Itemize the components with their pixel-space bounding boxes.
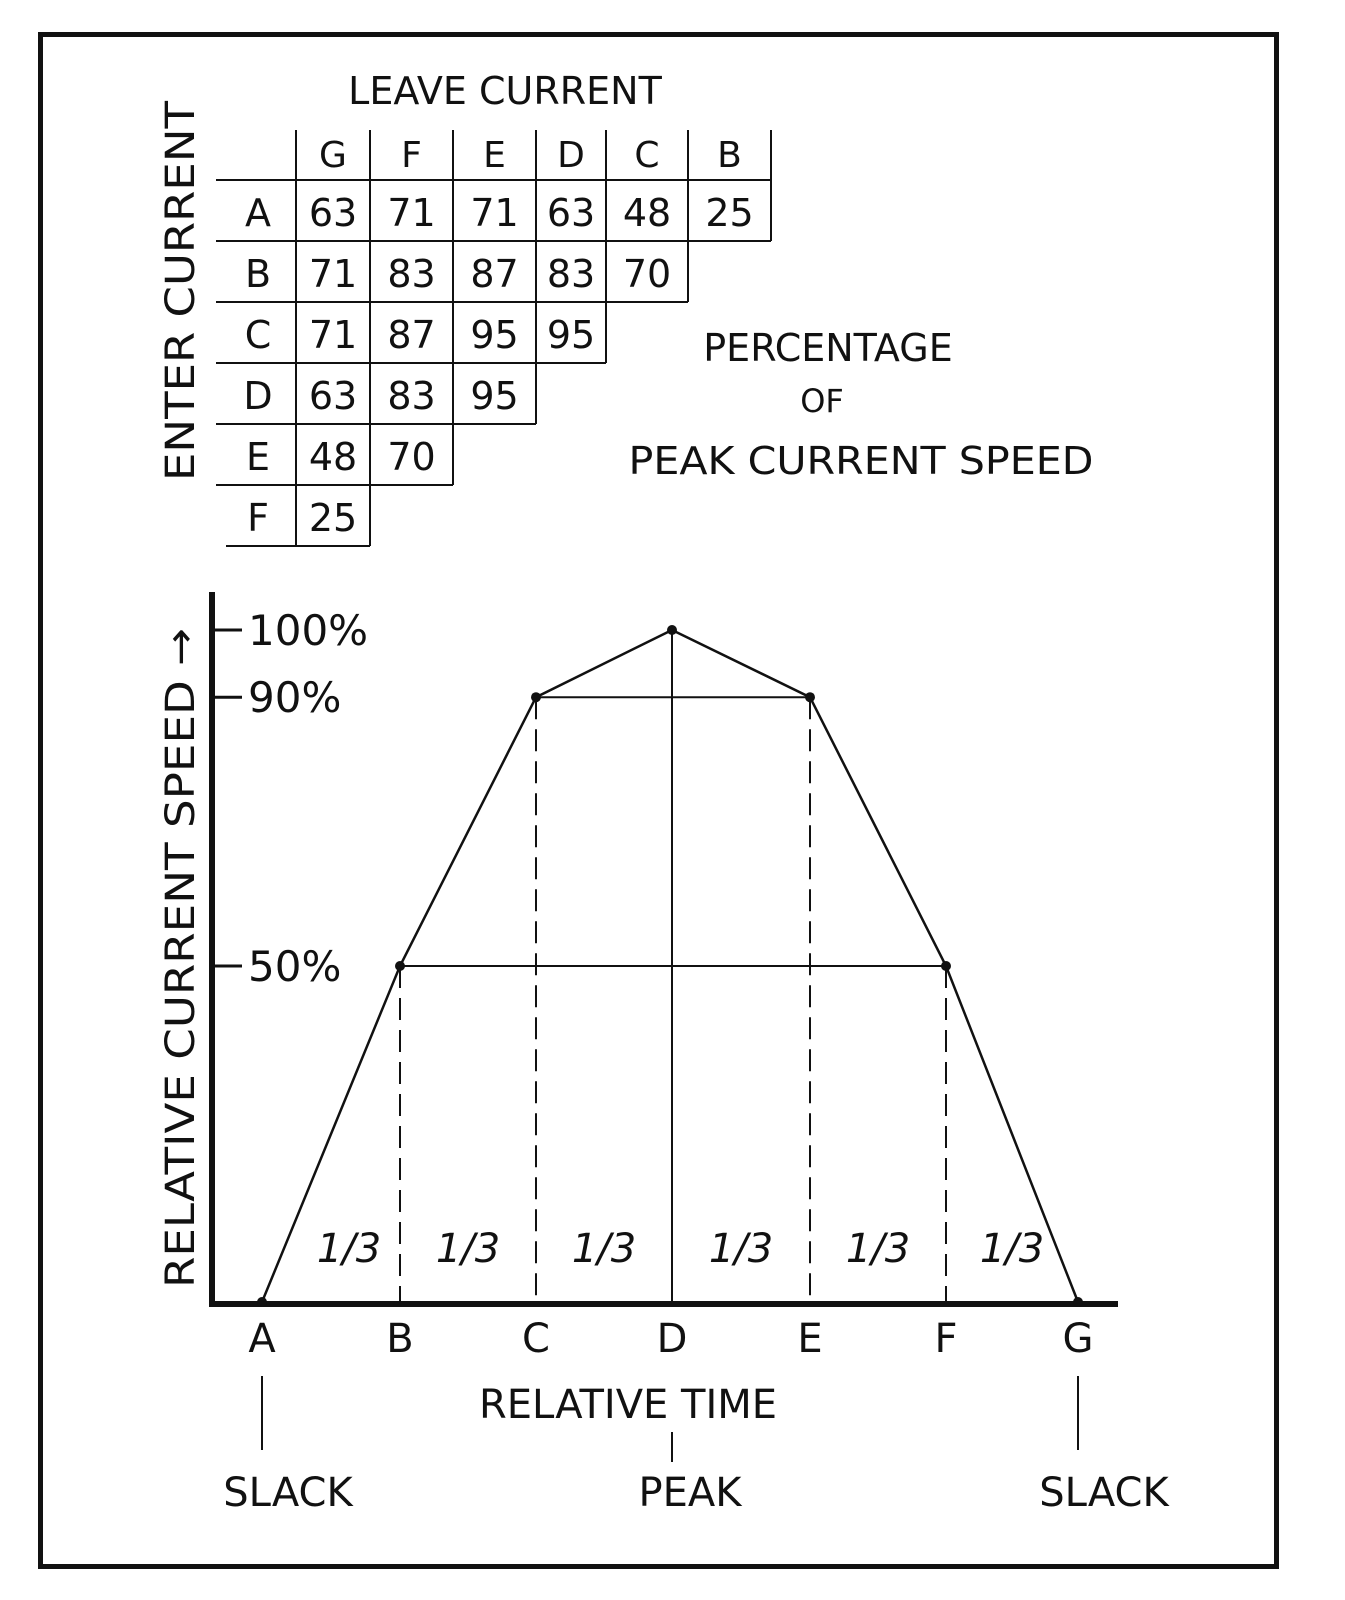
interval-label: 1/3 bbox=[709, 1226, 773, 1272]
table-cell: 70 bbox=[623, 252, 671, 296]
table-cell: 25 bbox=[309, 496, 357, 540]
table-cell: 95 bbox=[470, 374, 518, 418]
data-point-A bbox=[257, 1297, 267, 1307]
row-header: C bbox=[245, 313, 272, 357]
table-cell: 87 bbox=[470, 252, 518, 296]
table-cell: 83 bbox=[387, 374, 435, 418]
x-axis-label: RELATIVE TIME bbox=[479, 1382, 777, 1428]
y-axis-label: RELATIVE CURRENT SPEED → bbox=[158, 628, 204, 1288]
annotation-label: PEAK bbox=[639, 1470, 744, 1516]
row-header: E bbox=[246, 435, 270, 479]
table-cell: 95 bbox=[547, 313, 595, 357]
x-tick-label: G bbox=[1063, 1316, 1094, 1362]
table-cell: 87 bbox=[387, 313, 435, 357]
row-axis-label: ENTER CURRENT bbox=[158, 100, 204, 481]
row-header: F bbox=[247, 496, 269, 540]
x-tick-label: E bbox=[797, 1316, 822, 1362]
diagram-frame bbox=[38, 32, 1279, 1569]
data-point-B bbox=[395, 961, 405, 971]
column-header: E bbox=[483, 135, 506, 176]
x-tick-label: F bbox=[934, 1316, 957, 1362]
column-header: G bbox=[319, 135, 347, 176]
table-cell: 83 bbox=[387, 252, 435, 296]
x-tick-label: C bbox=[522, 1316, 550, 1362]
column-header: C bbox=[634, 135, 659, 176]
table-cell: 63 bbox=[309, 191, 357, 235]
y-tick-label: 100% bbox=[248, 606, 368, 655]
column-header: F bbox=[401, 135, 422, 176]
interval-label: 1/3 bbox=[436, 1226, 500, 1272]
x-tick-label: B bbox=[386, 1316, 413, 1362]
chart-area: 100% 90% 50% 1/3 1/3 1/3 1/3 1/3 1/3 A B C D E F G SLACK… bbox=[209, 592, 1170, 1516]
y-tick-label: 90% bbox=[248, 673, 341, 722]
table-caption-line-1: PERCENTAGE bbox=[703, 326, 952, 370]
row-header: A bbox=[245, 191, 271, 235]
table-cell: 70 bbox=[387, 435, 435, 479]
table-cell: 63 bbox=[309, 374, 357, 418]
table-title: LEAVE CURRENT bbox=[348, 69, 662, 113]
table-cell: 71 bbox=[309, 252, 357, 296]
data-point-C bbox=[531, 692, 541, 703]
table-cell: 71 bbox=[387, 191, 435, 235]
data-point-F bbox=[941, 961, 951, 971]
interval-label: 1/3 bbox=[317, 1226, 381, 1272]
table-cell: 63 bbox=[547, 191, 595, 235]
y-tick-label: 50% bbox=[248, 942, 341, 991]
table-cell: 25 bbox=[705, 191, 753, 235]
data-point-D bbox=[667, 625, 677, 635]
x-tick-label: A bbox=[248, 1316, 276, 1362]
interval-label: 1/3 bbox=[572, 1226, 636, 1272]
interval-label: 1/3 bbox=[846, 1226, 910, 1272]
annotation-label: SLACK bbox=[1039, 1470, 1170, 1516]
row-header: B bbox=[245, 252, 271, 296]
table-cell: 48 bbox=[623, 191, 671, 235]
data-point-G bbox=[1073, 1297, 1083, 1307]
interval-label: 1/3 bbox=[980, 1226, 1044, 1272]
row-header: D bbox=[243, 374, 272, 418]
table-cell: 71 bbox=[309, 313, 357, 357]
table-cell: 48 bbox=[309, 435, 357, 479]
data-point-E bbox=[805, 692, 815, 703]
table-cell: 71 bbox=[470, 191, 518, 235]
x-tick-label: D bbox=[657, 1316, 688, 1362]
table-cell: 95 bbox=[470, 313, 518, 357]
table-caption-line-2: OF bbox=[800, 382, 844, 420]
table-caption-line-3: PEAK CURRENT SPEED bbox=[629, 439, 1094, 483]
column-header: D bbox=[557, 135, 585, 176]
column-header: B bbox=[717, 135, 742, 176]
annotation-label: SLACK bbox=[223, 1470, 354, 1516]
table-cell: 83 bbox=[547, 252, 595, 296]
